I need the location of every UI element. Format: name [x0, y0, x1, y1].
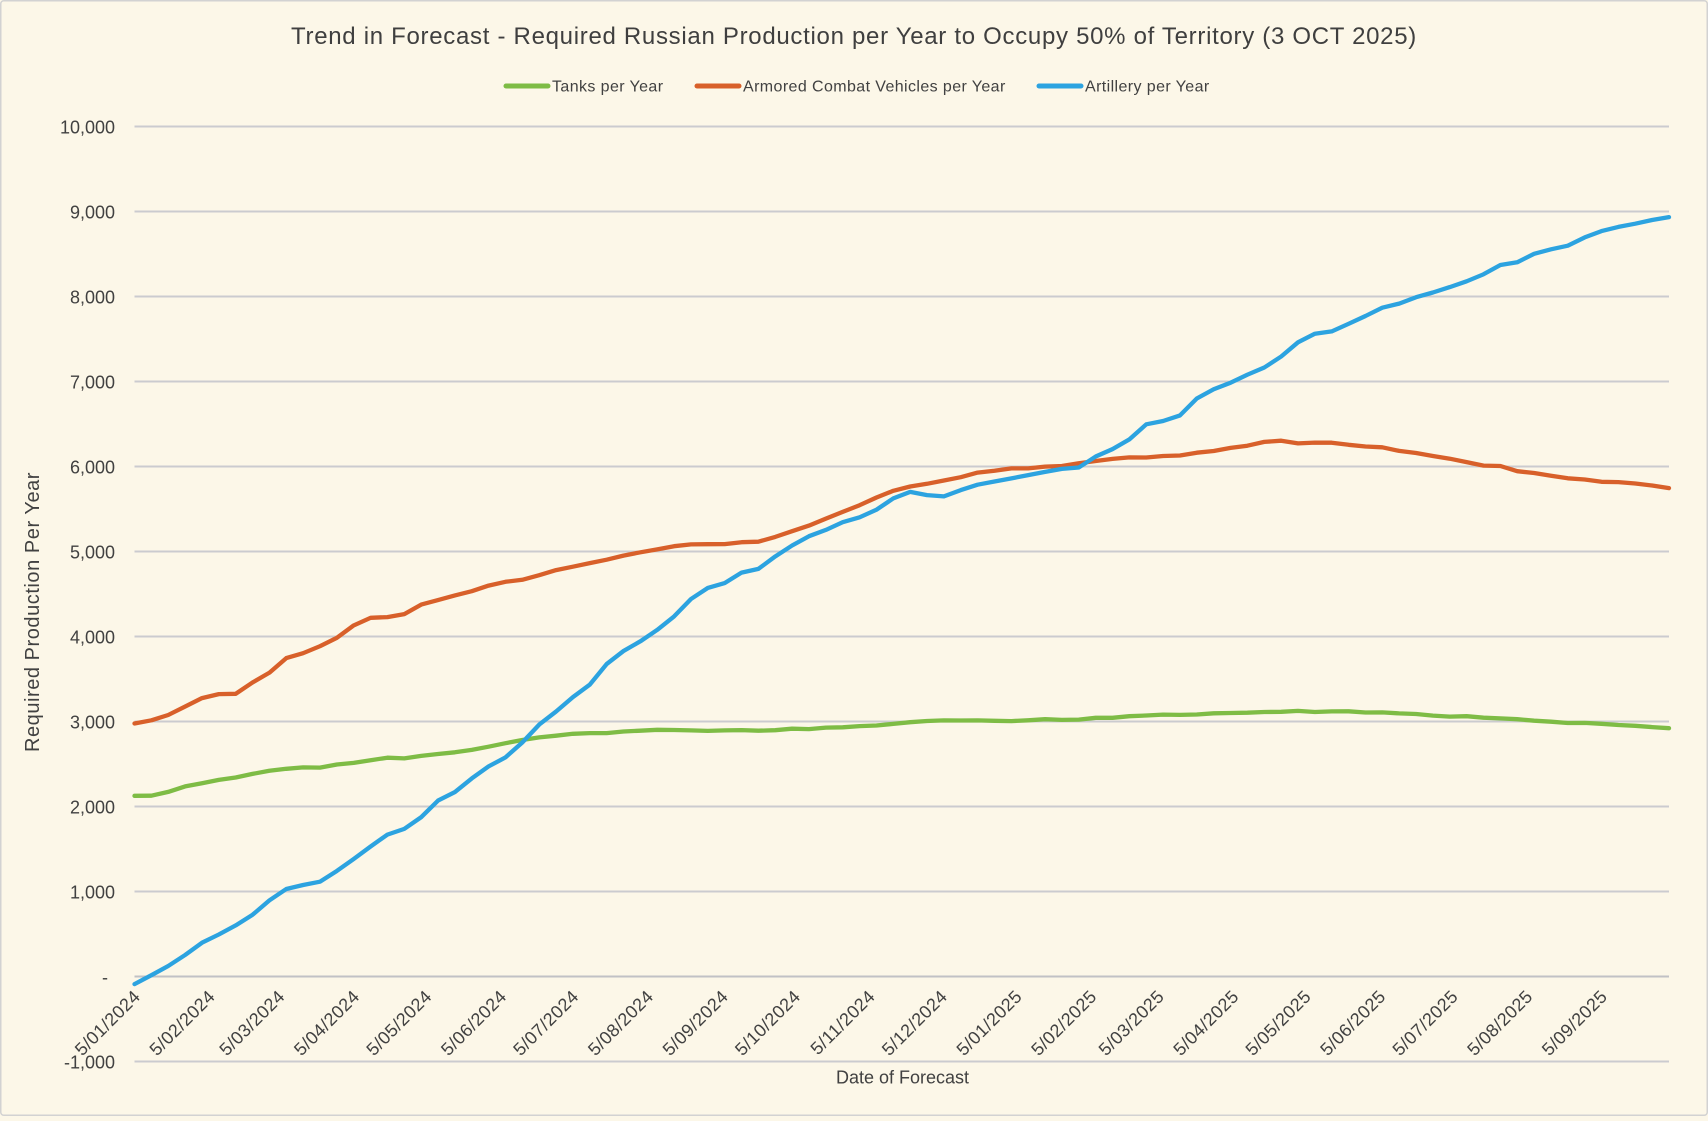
svg-text:5,000: 5,000: [70, 543, 115, 563]
svg-text:-: -: [102, 968, 108, 988]
svg-text:Date of Forecast: Date of Forecast: [836, 1068, 969, 1088]
svg-text:10,000: 10,000: [60, 118, 115, 138]
svg-text:-1,000: -1,000: [64, 1053, 115, 1073]
svg-text:Trend in Forecast - Required R: Trend in Forecast - Required Russian Pro…: [291, 23, 1417, 50]
svg-text:9,000: 9,000: [70, 203, 115, 223]
svg-text:Tanks per Year: Tanks per Year: [552, 79, 664, 96]
svg-text:3,000: 3,000: [70, 713, 115, 733]
svg-text:6,000: 6,000: [70, 458, 115, 478]
svg-text:1,000: 1,000: [70, 883, 115, 903]
svg-text:Artillery per Year: Artillery per Year: [1085, 79, 1210, 96]
svg-text:7,000: 7,000: [70, 373, 115, 393]
svg-text:2,000: 2,000: [70, 798, 115, 818]
svg-text:Armored Combat Vehicles per Ye: Armored Combat Vehicles per Year: [743, 79, 1006, 96]
svg-text:Required Production Per Year: Required Production Per Year: [22, 472, 44, 752]
svg-text:4,000: 4,000: [70, 628, 115, 648]
svg-text:8,000: 8,000: [70, 288, 115, 308]
